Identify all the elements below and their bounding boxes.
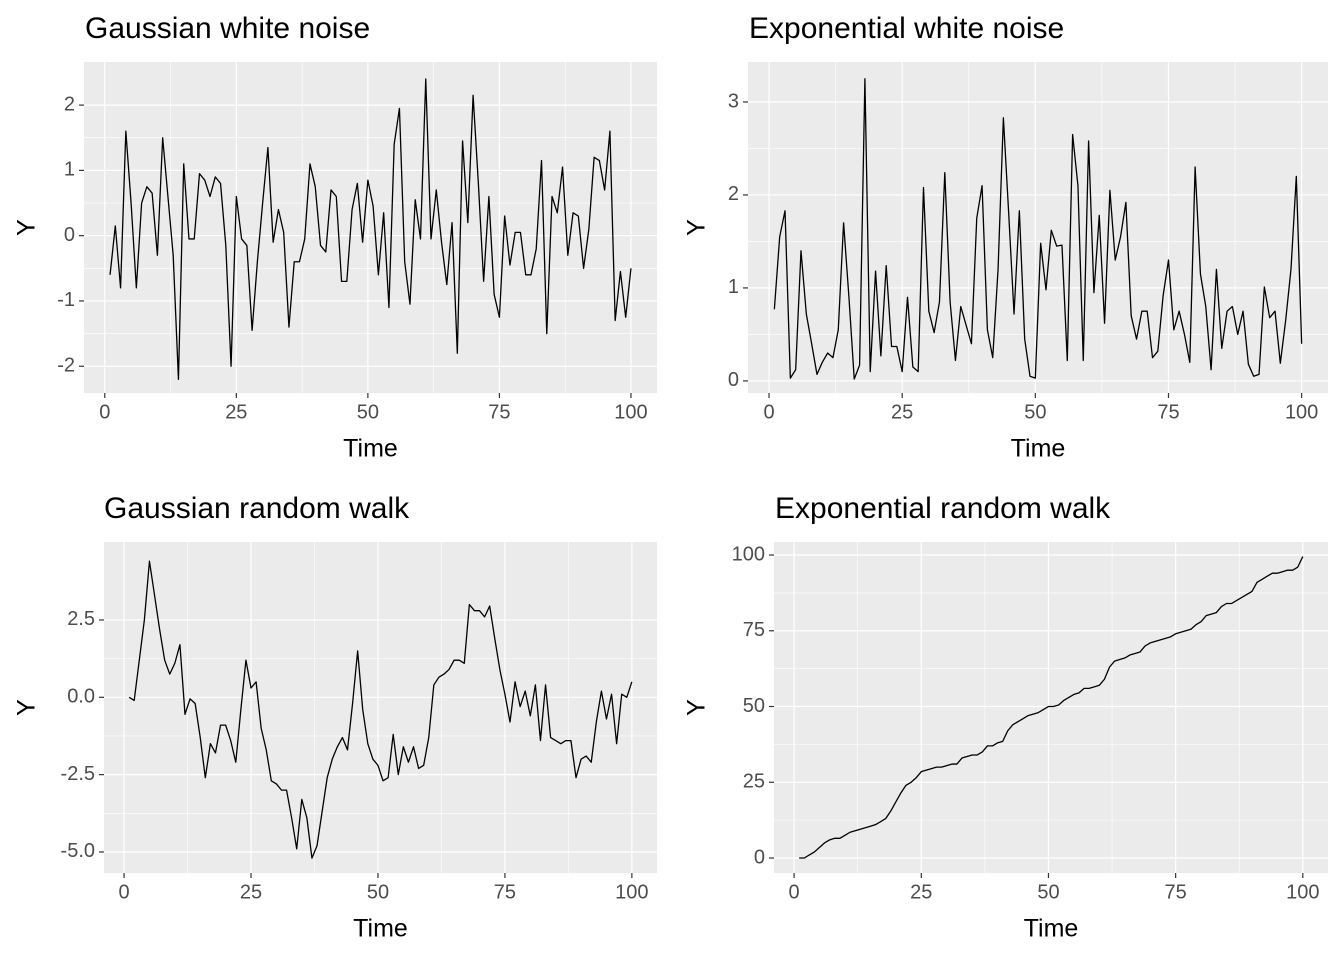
x-tick-label: 50 — [1037, 881, 1059, 903]
y-tick-label: 1 — [64, 159, 75, 181]
y-tick-label: 75 — [743, 619, 765, 641]
x-tick-label: 75 — [1165, 881, 1187, 903]
y-tick-label: 2.5 — [67, 608, 95, 630]
y-tick-label: 3 — [728, 90, 739, 112]
x-tick-label: 0 — [789, 881, 800, 903]
x-tick-label: 100 — [615, 881, 648, 903]
x-tick-label: 75 — [1157, 401, 1179, 423]
y-tick-label: -2.5 — [61, 763, 95, 785]
y-tick-label: 0.0 — [67, 686, 95, 708]
x-tick-label: 50 — [357, 401, 379, 423]
x-tick-label: 0 — [99, 401, 110, 423]
chart-title: Exponential white noise — [749, 12, 1064, 45]
x-axis-title: Time — [353, 915, 408, 943]
x-tick-label: 100 — [1286, 881, 1319, 903]
y-tick-label: 100 — [732, 543, 765, 565]
y-axis-title: Y — [13, 219, 41, 236]
x-tick-label: 25 — [891, 401, 913, 423]
x-tick-label: 25 — [910, 881, 932, 903]
x-tick-label: 0 — [118, 881, 129, 903]
x-tick-label: 25 — [240, 881, 262, 903]
data-line — [128, 560, 633, 859]
chart-title: Gaussian white noise — [85, 12, 370, 45]
x-axis-title: Time — [1024, 915, 1079, 943]
y-tick-label: -1 — [57, 289, 75, 311]
y-tick-label: 50 — [743, 695, 765, 717]
x-tick-label: 100 — [614, 401, 647, 423]
y-tick-label: 0 — [754, 846, 765, 868]
y-tick-label: 0 — [728, 369, 739, 391]
y-tick-label: 25 — [743, 771, 765, 793]
data-line — [799, 556, 1304, 859]
y-axis-title: Y — [13, 699, 41, 716]
chart-title: Exponential random walk — [775, 492, 1111, 525]
panel: Gaussian white noise Time Y -2 -1 0 1 2 0 25 50 75 1… — [13, 12, 657, 463]
plot-background — [774, 542, 1328, 873]
y-tick-label: -5.0 — [61, 840, 95, 862]
y-tick-label: 2 — [64, 93, 75, 115]
panel: Exponential random walk Time Y 0 25 50 75 100 0 2… — [683, 492, 1328, 943]
chart-title: Gaussian random walk — [104, 492, 410, 525]
plot-background — [748, 62, 1328, 393]
data-line — [109, 78, 632, 380]
y-tick-label: 1 — [728, 276, 739, 298]
x-axis-title: Time — [343, 435, 398, 463]
x-tick-label: 75 — [488, 401, 510, 423]
y-axis-title: Y — [683, 219, 711, 236]
y-tick-label: 0 — [64, 224, 75, 246]
data-line — [773, 78, 1303, 380]
panel: Exponential white noise Time Y 0 1 2 3 0 25 50 75 1… — [683, 12, 1328, 463]
y-tick-label: 2 — [728, 183, 739, 205]
x-axis-title: Time — [1011, 435, 1066, 463]
x-tick-label: 100 — [1285, 401, 1318, 423]
x-tick-label: 50 — [367, 881, 389, 903]
y-tick-label: -2 — [57, 355, 75, 377]
panel: Gaussian random walk Time Y -5.0 -2.5 0.0 2.5 0… — [13, 492, 657, 943]
x-tick-label: 75 — [494, 881, 516, 903]
x-tick-label: 25 — [225, 401, 247, 423]
x-tick-label: 0 — [763, 401, 774, 423]
x-tick-label: 50 — [1024, 401, 1046, 423]
y-axis-title: Y — [683, 699, 711, 716]
